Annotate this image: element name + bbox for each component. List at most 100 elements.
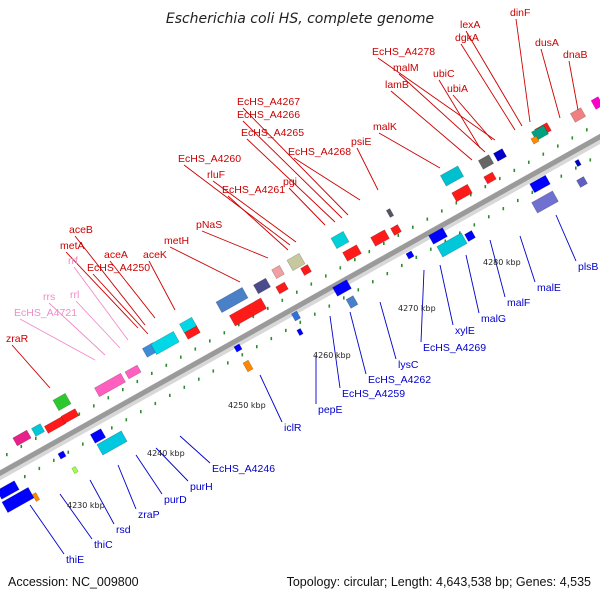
gene-label-rrs[interactable]: rrs xyxy=(43,291,55,303)
gene-label-male[interactable]: malE xyxy=(537,282,561,294)
gene-label-purh[interactable]: purH xyxy=(190,481,213,493)
gene-label-echs-a4268[interactable]: EcHS_A4268 xyxy=(288,146,351,158)
gene-label-dinf[interactable]: dinF xyxy=(510,7,530,19)
gene-label-iclr[interactable]: iclR xyxy=(284,422,302,434)
tick-mark xyxy=(325,274,327,278)
gene-label-malk[interactable]: malK xyxy=(373,121,397,133)
gene-label-plsb[interactable]: plsB xyxy=(578,261,598,273)
tick-mark xyxy=(154,401,157,406)
gene-label-echs-a4246[interactable]: EcHS_A4246 xyxy=(212,463,275,475)
gene-label-echs-a4260[interactable]: EcHS_A4260 xyxy=(178,153,241,165)
gene-label-malm[interactable]: malM xyxy=(393,62,419,74)
tick-mark xyxy=(140,410,142,414)
gene-label-echs-a4261[interactable]: EcHS_A4261 xyxy=(222,184,285,196)
gene-label-acea[interactable]: aceA xyxy=(104,249,128,261)
tick-mark xyxy=(93,404,95,408)
gene-feature xyxy=(330,230,350,250)
tick-mark xyxy=(354,258,356,262)
gene-label-lamb[interactable]: lamB xyxy=(385,79,409,91)
tick-mark xyxy=(165,363,168,367)
tick-mark xyxy=(53,458,55,462)
gene-label-echs-a4265[interactable]: EcHS_A4265 xyxy=(241,127,304,139)
gene-feature xyxy=(57,450,67,460)
gene-feature xyxy=(529,174,551,194)
tick-mark xyxy=(299,320,302,324)
gene-feature xyxy=(300,264,312,276)
gene-label-psie[interactable]: psiE xyxy=(351,136,371,148)
tick-mark xyxy=(241,353,244,357)
tick-mark xyxy=(310,282,313,286)
gene-label-meta[interactable]: metA xyxy=(60,240,85,252)
gene-label-lexa[interactable]: lexA xyxy=(460,19,480,31)
gene-label-ubic[interactable]: ubiC xyxy=(433,68,455,80)
gene-label-echs-a4262[interactable]: EcHS_A4262 xyxy=(368,374,431,386)
map-title: Escherichia coli HS, complete genome xyxy=(166,11,434,27)
leader-line xyxy=(109,260,156,319)
gene-label-aceb[interactable]: aceB xyxy=(69,224,93,236)
gene-feature xyxy=(150,330,180,356)
gene-label-echs-a4259[interactable]: EcHS_A4259 xyxy=(342,388,405,400)
gene-label-echs-a4267[interactable]: EcHS_A4267 xyxy=(237,96,300,108)
gene-label-echs-a4250[interactable]: EcHS_A4250 xyxy=(87,262,150,274)
leader-line xyxy=(398,73,486,153)
gene-label-lysc[interactable]: lysC xyxy=(398,359,419,371)
leader-line xyxy=(378,132,441,169)
gene-label-echs-a4278[interactable]: EcHS_A4278 xyxy=(372,46,435,58)
tick-mark xyxy=(180,355,182,359)
leader-line xyxy=(227,195,289,251)
gene-feature xyxy=(531,190,559,214)
leader-line xyxy=(155,447,189,482)
gene-feature xyxy=(275,281,289,295)
gene-label-thie[interactable]: thiE xyxy=(66,554,84,566)
gene-label-pepe[interactable]: pepE xyxy=(318,404,343,416)
gene-label-echs-a4269[interactable]: EcHS_A4269 xyxy=(423,342,486,354)
gene-feature xyxy=(296,327,304,337)
gene-label-ubia[interactable]: ubiA xyxy=(447,83,468,95)
gene-label-rrf[interactable]: rrf xyxy=(68,255,78,267)
gene-label-meth[interactable]: metH xyxy=(164,235,189,247)
gene-label-rrl[interactable]: rrl xyxy=(70,289,79,301)
leader-line xyxy=(11,344,51,389)
gene-label-malg[interactable]: malG xyxy=(481,313,506,325)
tick-mark xyxy=(455,201,458,205)
gene-label-zrap[interactable]: zraP xyxy=(138,509,160,521)
gene-label-acek[interactable]: aceK xyxy=(143,249,167,261)
tick-mark xyxy=(502,207,505,211)
gene-feature xyxy=(215,287,249,313)
gene-label-thic[interactable]: thiC xyxy=(94,539,113,551)
tick-mark xyxy=(136,379,139,384)
scale-label: 4260 kbp xyxy=(313,351,351,360)
gene-label-pgi[interactable]: pgi xyxy=(283,176,297,188)
leader-line xyxy=(92,273,149,335)
gene-label-pnas[interactable]: pNaS xyxy=(196,219,222,231)
gene-feature xyxy=(493,148,507,162)
leader-line xyxy=(29,504,65,555)
gene-label-echs-a4721[interactable]: EcHS_A4721 xyxy=(14,307,77,319)
leader-line xyxy=(117,464,137,510)
gene-label-purd[interactable]: purD xyxy=(164,494,187,506)
tick-mark xyxy=(586,128,588,132)
scale-label: 4280 kbp xyxy=(483,258,521,267)
gene-feature xyxy=(464,230,476,242)
leader-line xyxy=(515,18,531,123)
leader-line xyxy=(74,235,146,326)
leader-line xyxy=(242,107,349,216)
gene-label-dnab[interactable]: dnaB xyxy=(563,49,588,61)
gene-label-dgka[interactable]: dgkA xyxy=(455,32,479,44)
gene-label-rsd[interactable]: rsd xyxy=(116,524,131,536)
gene-label-xyle[interactable]: xylE xyxy=(455,325,475,337)
gene-label-echs-a4266[interactable]: EcHS_A4266 xyxy=(237,109,300,121)
gene-label-rluf[interactable]: rluF xyxy=(207,169,225,181)
gene-label-zrar[interactable]: zraR xyxy=(6,333,29,345)
leader-line xyxy=(460,43,516,131)
gene-feature xyxy=(451,183,473,203)
leader-line xyxy=(356,147,379,191)
gene-feature xyxy=(569,107,587,123)
gene-label-dusa[interactable]: dusA xyxy=(535,37,559,49)
gene-feature xyxy=(0,480,20,500)
tick-mark xyxy=(270,336,273,341)
gene-feature xyxy=(390,224,402,236)
gene-label-malf[interactable]: malF xyxy=(507,297,530,309)
leader-line xyxy=(439,264,454,326)
